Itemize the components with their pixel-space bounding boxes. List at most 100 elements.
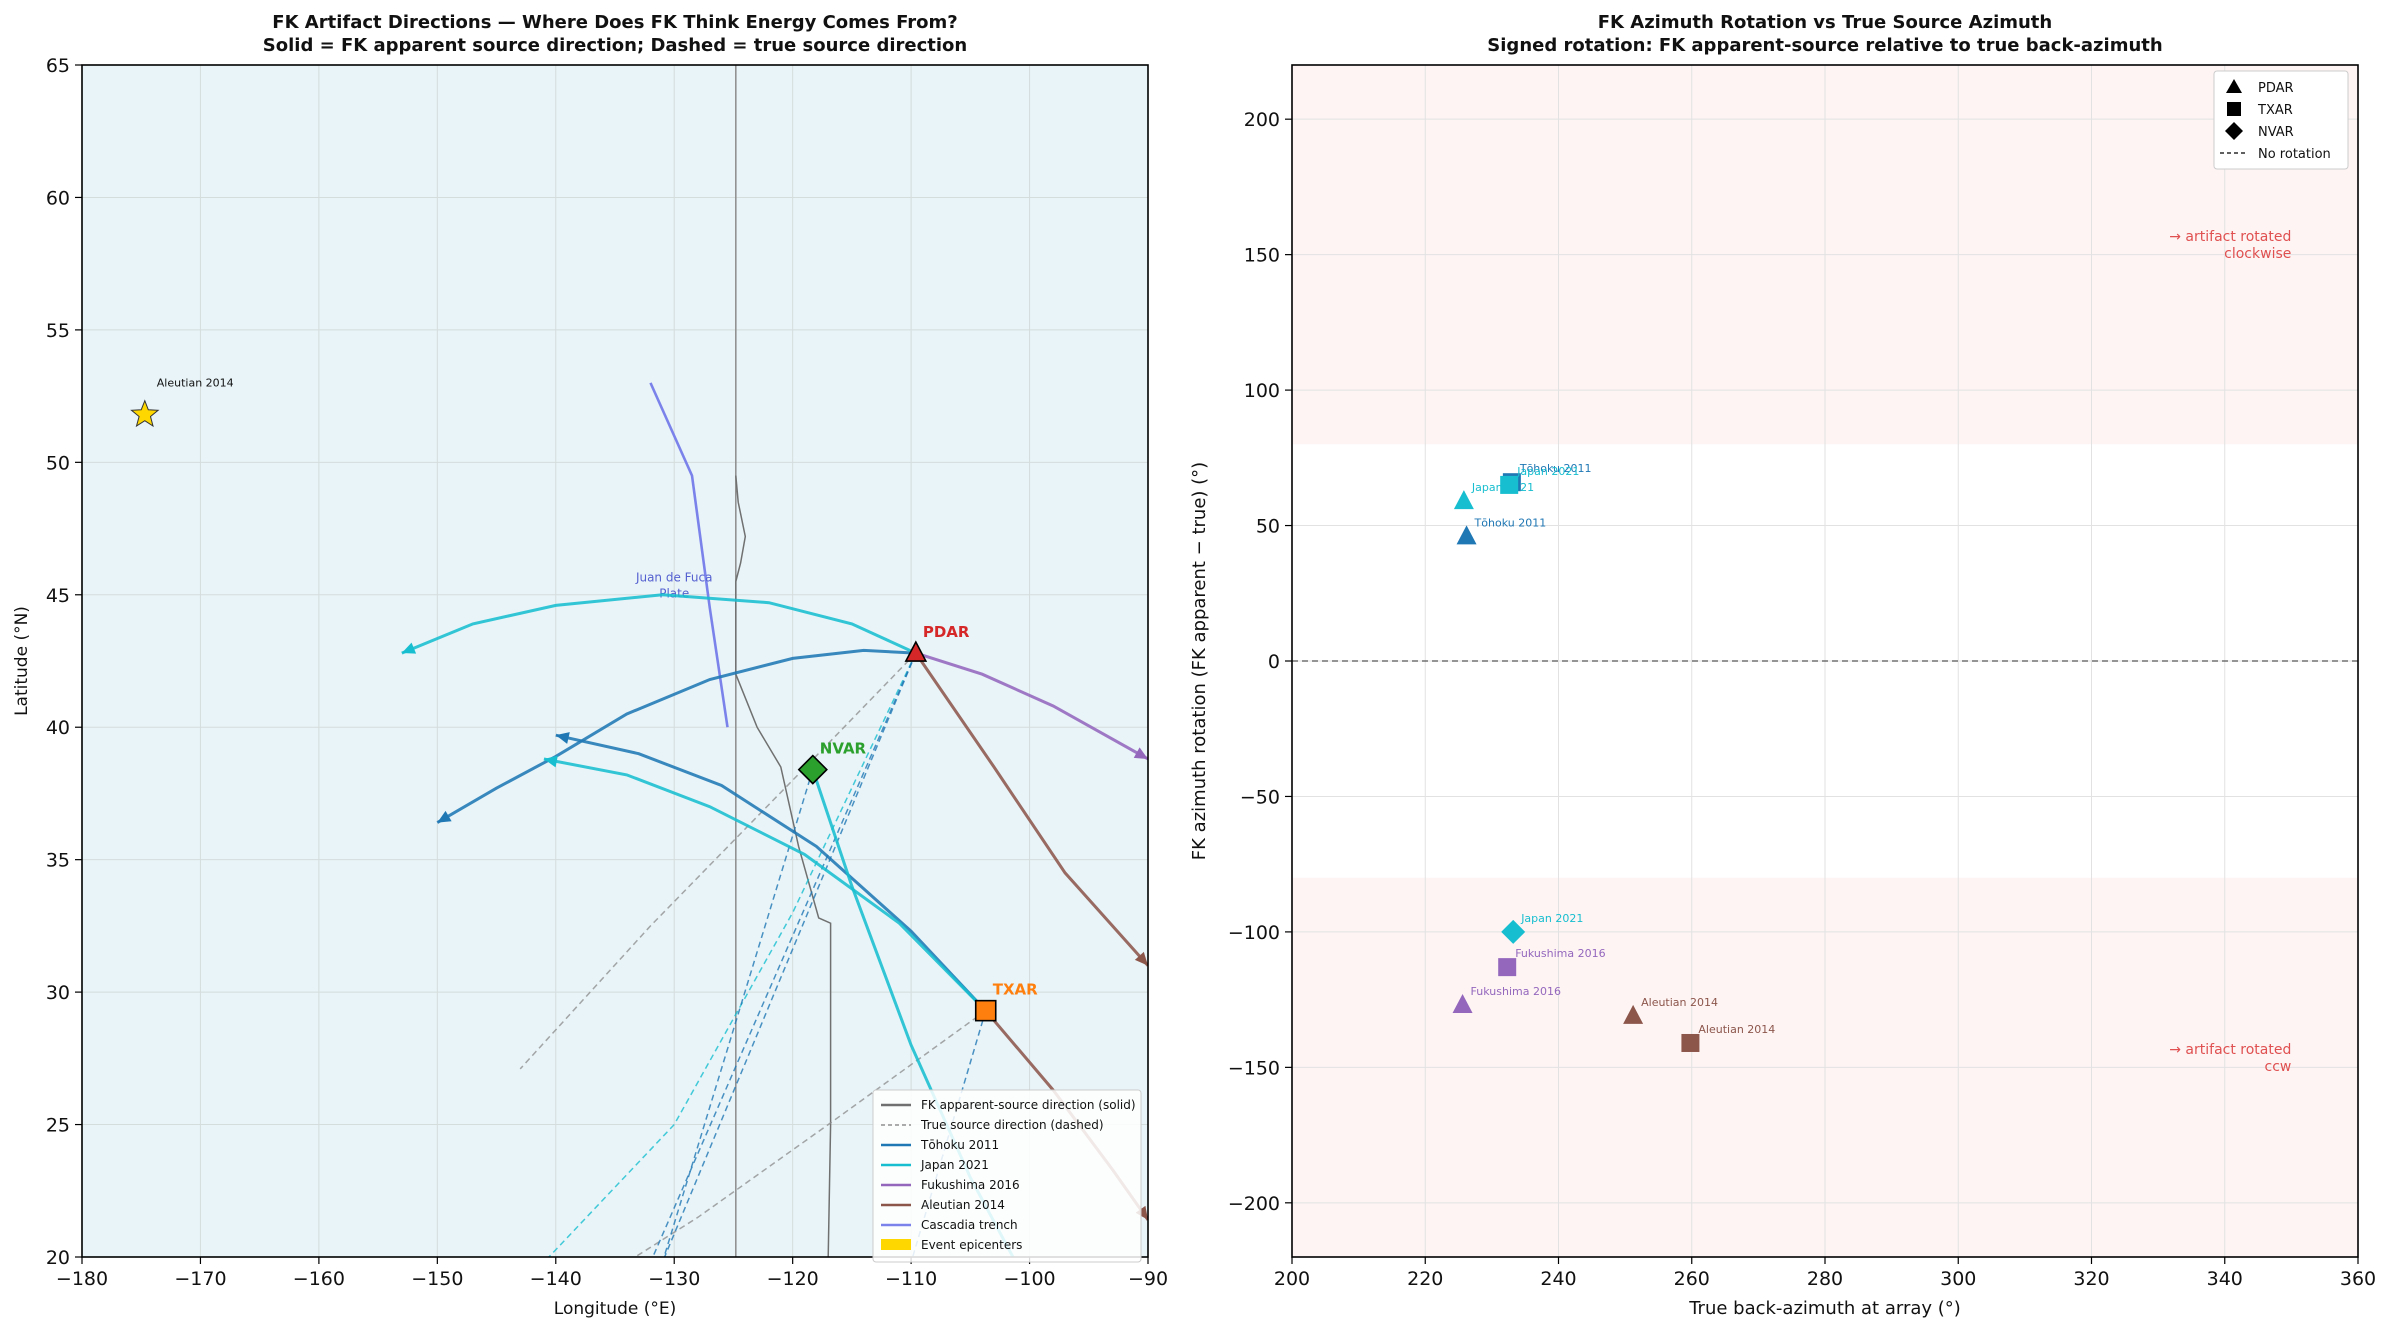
scatter-ytick-label: 0	[1268, 651, 1280, 673]
fk-arrowhead	[437, 810, 452, 823]
scatter-ytick-label: 100	[1244, 380, 1280, 402]
coastline	[735, 475, 832, 1257]
fk-arrowhead	[1134, 951, 1148, 966]
map-xtick-label: −180	[56, 1268, 108, 1290]
map-legend-label: True source direction (dashed)	[920, 1118, 1104, 1132]
point-nvar-japan-2021	[1501, 919, 1526, 944]
scatter-ytick-label: 50	[1256, 516, 1280, 538]
map-legend-label: Cascadia trench	[921, 1218, 1018, 1232]
scatter-xtick-label: 340	[2207, 1268, 2243, 1290]
scatter-panel: FK Azimuth Rotation vs True Source Azimu…	[1189, 12, 2376, 1319]
region-label: → artifact rotated	[2169, 229, 2291, 245]
map-xtick-label: −120	[767, 1268, 819, 1290]
map-legend-label: FK apparent-source direction (solid)	[921, 1098, 1136, 1112]
scatter-legend: PDAR TXAR NVAR No rotation	[2213, 70, 2349, 170]
fk-path-fukushima-2016	[915, 651, 1148, 761]
map-xtick-label: −130	[648, 1268, 700, 1290]
point-pdar-fukushima-2016	[1452, 994, 1473, 1014]
scatter-xtick-label: 300	[1940, 1268, 1976, 1290]
scatter-title: FK Azimuth Rotation vs True Source Azimu…	[1598, 12, 2052, 33]
fk-arrowhead	[1135, 1205, 1148, 1220]
legend-triangle-icon	[2226, 79, 2242, 93]
scatter-subtitle: Signed rotation: FK apparent-source rela…	[1487, 35, 2162, 56]
cascadia-trench-line	[649, 382, 729, 728]
map-xtick-label: −140	[530, 1268, 582, 1290]
map-xtick-label: −100	[1003, 1268, 1055, 1290]
point-pdar-aleutian-2014	[1623, 1004, 1644, 1024]
map-ytick-label: 20	[46, 1247, 70, 1269]
scatter-xtick-label: 360	[2340, 1268, 2376, 1290]
map-ytick-label: 25	[46, 1115, 70, 1137]
map-title: FK Artifact Directions — Where Does FK T…	[272, 12, 957, 33]
map-ytick-label: 40	[46, 717, 70, 739]
scatter-ylabel: FK azimuth rotation (FK apparent − true)…	[1189, 462, 1210, 860]
scatter-legend-label: No rotation	[2258, 147, 2331, 162]
fk-path-t-hoku-2011	[436, 648, 916, 824]
array-marker-triangle-icon	[904, 640, 928, 662]
map-ytick-label: 60	[46, 187, 70, 209]
epicenter-star-icon	[130, 399, 160, 428]
scatter-legend-label: NVAR	[2258, 125, 2294, 140]
point-label: Japan 2021	[1520, 912, 1583, 925]
legend-square-icon	[2227, 102, 2241, 116]
map-xtick-label: −110	[885, 1268, 937, 1290]
scatter-xtick-label: 320	[2073, 1268, 2109, 1290]
scatter-ytick-label: 200	[1244, 109, 1280, 131]
scatter-ytick-label: −150	[1228, 1057, 1280, 1079]
true-direction-path	[651, 652, 917, 1257]
point-txar-japan-2021	[1500, 475, 1519, 494]
point-label: Tōhoku 2011	[1519, 462, 1592, 475]
map-ytick-label: 45	[46, 585, 70, 607]
map-legend-box	[872, 1089, 1142, 1263]
map-xtick-label: −90	[1128, 1268, 1168, 1290]
map-ytick-label: 55	[46, 320, 70, 342]
epicenter-label: Aleutian 2014	[157, 377, 234, 390]
scatter-ytick-label: −200	[1228, 1193, 1280, 1215]
map-xtick-label: −160	[293, 1268, 345, 1290]
map-panel: FK Artifact Directions — Where Does FK T…	[12, 12, 1168, 1319]
map-ytick-label: 35	[46, 850, 70, 872]
point-pdar-japan-2021	[1453, 490, 1474, 510]
map-legend: FK apparent-source direction (solid) True…	[872, 1089, 1142, 1263]
map-xlabel: Longitude (°E)	[554, 1299, 676, 1319]
map-background	[82, 65, 1148, 1257]
map-legend-label: Aleutian 2014	[921, 1198, 1005, 1212]
point-label: Aleutian 2014	[1641, 996, 1718, 1009]
map-legend-label: Event epicenters	[921, 1238, 1022, 1252]
fk-arrowhead	[1133, 747, 1148, 760]
map-xtick-label: −150	[411, 1268, 463, 1290]
scatter-ytick-label: 150	[1244, 245, 1280, 267]
map-ytick-label: 50	[46, 452, 70, 474]
region-label: clockwise	[2224, 246, 2291, 262]
fk-arrowhead	[1030, 1296, 1041, 1310]
region-label: ccw	[2265, 1059, 2292, 1075]
map-legend-label: Japan 2021	[920, 1158, 989, 1172]
map-subtitle: Solid = FK apparent source direction; Da…	[263, 35, 967, 56]
scatter-ytick-label: −50	[1240, 786, 1280, 808]
point-label: Fukushima 2016	[1515, 947, 1605, 960]
scatter-xtick-label: 260	[1674, 1268, 1710, 1290]
map-legend-label: Tōhoku 2011	[920, 1138, 999, 1152]
scatter-xtick-label: 240	[1540, 1268, 1576, 1290]
map-ticks: −180 −170 −160 −150 −140 −130 −120 −110 −100 −90 2…	[46, 55, 1168, 1290]
array-marker-square-icon	[974, 999, 997, 1022]
point-txar-fukushima-2016	[1498, 958, 1517, 977]
point-label: Fukushima 2016	[1471, 985, 1561, 998]
array-label-nvar: NVAR	[820, 740, 867, 758]
scatter-xtick-label: 220	[1407, 1268, 1443, 1290]
juan-de-fuca-label: Juan de Fuca	[635, 571, 713, 585]
point-label: Aleutian 2014	[1698, 1023, 1775, 1036]
scatter-legend-label: PDAR	[2258, 81, 2294, 96]
scatter-legend-label: TXAR	[2257, 103, 2293, 118]
true-direction-path	[547, 652, 917, 1257]
array-label-txar: TXAR	[993, 981, 1038, 999]
region-label: → artifact rotated	[2169, 1042, 2291, 1058]
scatter-legend-box	[2213, 70, 2349, 170]
scatter-xtick-label: 280	[1807, 1268, 1843, 1290]
point-label: Japan 2021	[1516, 465, 1579, 478]
true-direction-path	[633, 1010, 987, 1257]
point-pdar-t-hoku-2011	[1456, 525, 1477, 545]
